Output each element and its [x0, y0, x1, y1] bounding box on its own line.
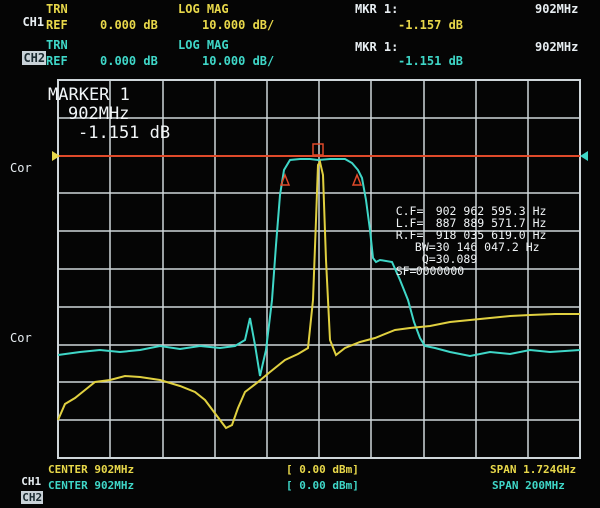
ch1-span: SPAN 1.724GHz [490, 463, 577, 476]
marker-1-flag [279, 143, 363, 186]
ch1-marker-freq: 902MHz [535, 2, 579, 16]
stat-value: 918 035 619.0 Hz [435, 228, 547, 242]
ch1-power: [ 0.00 dBm] [286, 463, 359, 476]
plot-grid [58, 80, 580, 458]
ch1-ref-value: 0.000 dB [100, 18, 158, 32]
ch1-indicator[interactable]: CH1 [22, 15, 45, 29]
stat-label: C.F= [395, 204, 424, 218]
ch2-mode: TRN [46, 38, 68, 52]
ch1-ref-label: REF [46, 18, 68, 32]
stat-row: BW=30 146 047.2 Hz [368, 231, 546, 253]
stat-label: BW= [414, 240, 436, 254]
ch2-status-indicator[interactable]: CH2 [21, 491, 44, 504]
ch2-scale: 10.000 dB/ [202, 54, 275, 68]
stat-row: SF=0000000 [368, 255, 546, 277]
ch2-ref-label: REF [46, 54, 68, 68]
stat-label: L.F= [395, 216, 424, 230]
stat-value: 0000000 [415, 264, 465, 278]
stat-value: 887 889 571.7 Hz [435, 216, 547, 230]
cor-label-bottom: Cor [10, 331, 32, 345]
stat-value: 902 962 595.3 Hz [435, 204, 547, 218]
stat-label: SF= [395, 264, 417, 278]
marker-freq: 902MHz [68, 104, 130, 124]
stat-row: R.F= 918 035 619.0 Hz [368, 219, 547, 241]
ch2-ref-value: 0.000 dB [100, 54, 158, 68]
stat-row: Q=30.089 [368, 243, 546, 265]
ch1-scale: 10.000 dB/ [202, 18, 275, 32]
ch1-trace [57, 159, 580, 430]
stat-row: L.F= 887 889 571.7 Hz [368, 207, 547, 229]
ch1-status-indicator[interactable]: CH1 [21, 475, 42, 488]
ch2-span: SPAN 200MHz [492, 479, 565, 492]
ch2-format: LOG MAG [178, 38, 229, 52]
stat-value: 30 146 047.2 Hz [435, 240, 540, 254]
marker-value: -1.151 dB [78, 123, 171, 143]
ch1-center: CENTER 902MHz [48, 463, 135, 476]
ch2-indicator[interactable]: CH2 [22, 51, 47, 65]
stat-value: 30.089 [435, 252, 478, 266]
cor-label-top: Cor [10, 161, 32, 175]
marker-title: MARKER 1 [48, 85, 130, 105]
ref-right-arrow [580, 151, 588, 161]
ref-left-arrow [52, 151, 60, 161]
ch2-marker-value: -1.151 dB [398, 54, 464, 68]
stat-row: C.F= 902 962 595.3 Hz [368, 195, 547, 217]
ch1-format: LOG MAG [178, 2, 229, 16]
ch2-marker-freq: 902MHz [535, 40, 579, 54]
ch1-mode: TRN [46, 2, 68, 16]
ch2-marker-label: MKR 1: [355, 40, 399, 54]
ch1-marker-value: -1.157 dB [398, 18, 464, 32]
filter-stats-table: C.F= 902 962 595.3 Hz L.F= 887 889 571.7 H… [368, 195, 547, 277]
ch2-trace [57, 158, 581, 377]
ch2-center: CENTER 902MHz [48, 479, 135, 492]
ch1-marker-label: MKR 1: [355, 2, 399, 16]
stat-label: Q= [421, 252, 436, 266]
ch2-power: [ 0.00 dBm] [286, 479, 359, 492]
stat-label: R.F= [395, 228, 424, 242]
